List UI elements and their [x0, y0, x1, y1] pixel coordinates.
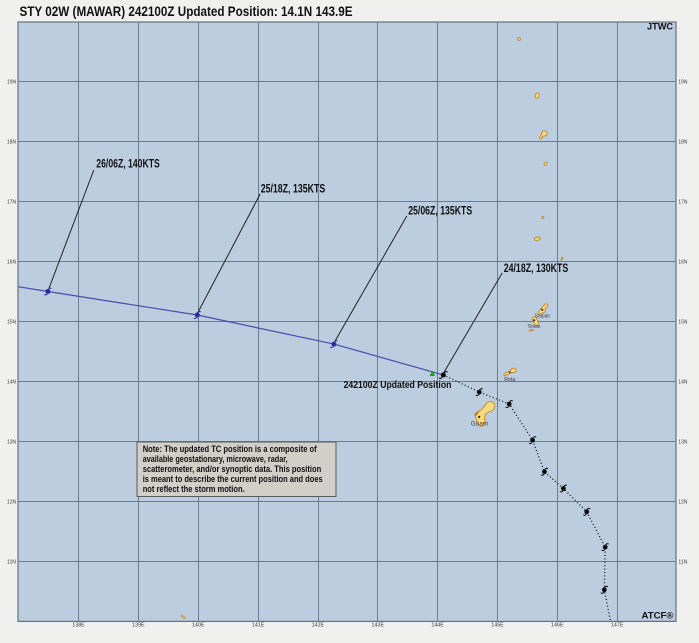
svg-text:19N: 19N	[7, 80, 16, 86]
svg-text:17N: 17N	[678, 200, 687, 206]
svg-text:JTWC: JTWC	[647, 21, 674, 31]
svg-text:is meant to describe the curre: is meant to describe the current positio…	[143, 474, 323, 484]
svg-text:140E: 140E	[192, 623, 205, 629]
svg-text:14N: 14N	[7, 380, 16, 386]
svg-text:available geostationary, micro: available geostationary, microwave, rada…	[143, 454, 288, 464]
svg-text:15N: 15N	[7, 320, 16, 326]
svg-text:ATCF®: ATCF®	[642, 611, 674, 622]
svg-text:16N: 16N	[7, 260, 16, 266]
svg-text:Rota: Rota	[504, 377, 515, 383]
svg-text:144E: 144E	[431, 623, 444, 629]
svg-text:15N: 15N	[678, 320, 687, 326]
svg-text:11N: 11N	[678, 560, 687, 566]
svg-text:13N: 13N	[678, 440, 687, 446]
svg-text:25/18Z, 135KTS: 25/18Z, 135KTS	[261, 184, 326, 196]
svg-text:24/18Z, 130KTS: 24/18Z, 130KTS	[504, 263, 569, 275]
svg-text:11N: 11N	[7, 560, 16, 566]
svg-text:18N: 18N	[7, 140, 16, 146]
svg-text:Saipan: Saipan	[535, 313, 550, 319]
svg-text:142E: 142E	[312, 623, 325, 629]
svg-text:141E: 141E	[252, 623, 265, 629]
svg-text:Note: The updated TC position: Note: The updated TC position is a compo…	[143, 444, 318, 454]
svg-text:145E: 145E	[491, 623, 504, 629]
svg-text:146E: 146E	[551, 623, 564, 629]
svg-text:scatterometer, and/or synoptic: scatterometer, and/or synoptic data. Thi…	[143, 464, 322, 474]
svg-text:Guam: Guam	[471, 422, 488, 428]
svg-text:12N: 12N	[7, 500, 16, 506]
svg-text:16N: 16N	[678, 260, 687, 266]
svg-text:18N: 18N	[678, 140, 687, 146]
svg-text:139E: 139E	[132, 623, 145, 629]
svg-text:12N: 12N	[678, 500, 687, 506]
svg-text:26/06Z, 140KTS: 26/06Z, 140KTS	[96, 159, 160, 171]
svg-text:242100Z Updated Position: 242100Z Updated Position	[344, 379, 452, 391]
svg-text:Tinian: Tinian	[528, 324, 541, 330]
svg-text:138E: 138E	[72, 623, 85, 629]
svg-text:147E: 147E	[611, 623, 624, 629]
svg-text:not reflect the storm motion.: not reflect the storm motion.	[143, 484, 245, 494]
svg-text:STY 02W (MAWAR) 242100Z Update: STY 02W (MAWAR) 242100Z Updated Position…	[20, 3, 353, 19]
svg-text:25/06Z, 135KTS: 25/06Z, 135KTS	[408, 206, 472, 218]
svg-text:13N: 13N	[7, 440, 16, 446]
svg-text:143E: 143E	[372, 623, 385, 629]
svg-text:14N: 14N	[678, 380, 687, 386]
svg-text:19N: 19N	[678, 80, 687, 86]
svg-text:17N: 17N	[7, 200, 16, 206]
